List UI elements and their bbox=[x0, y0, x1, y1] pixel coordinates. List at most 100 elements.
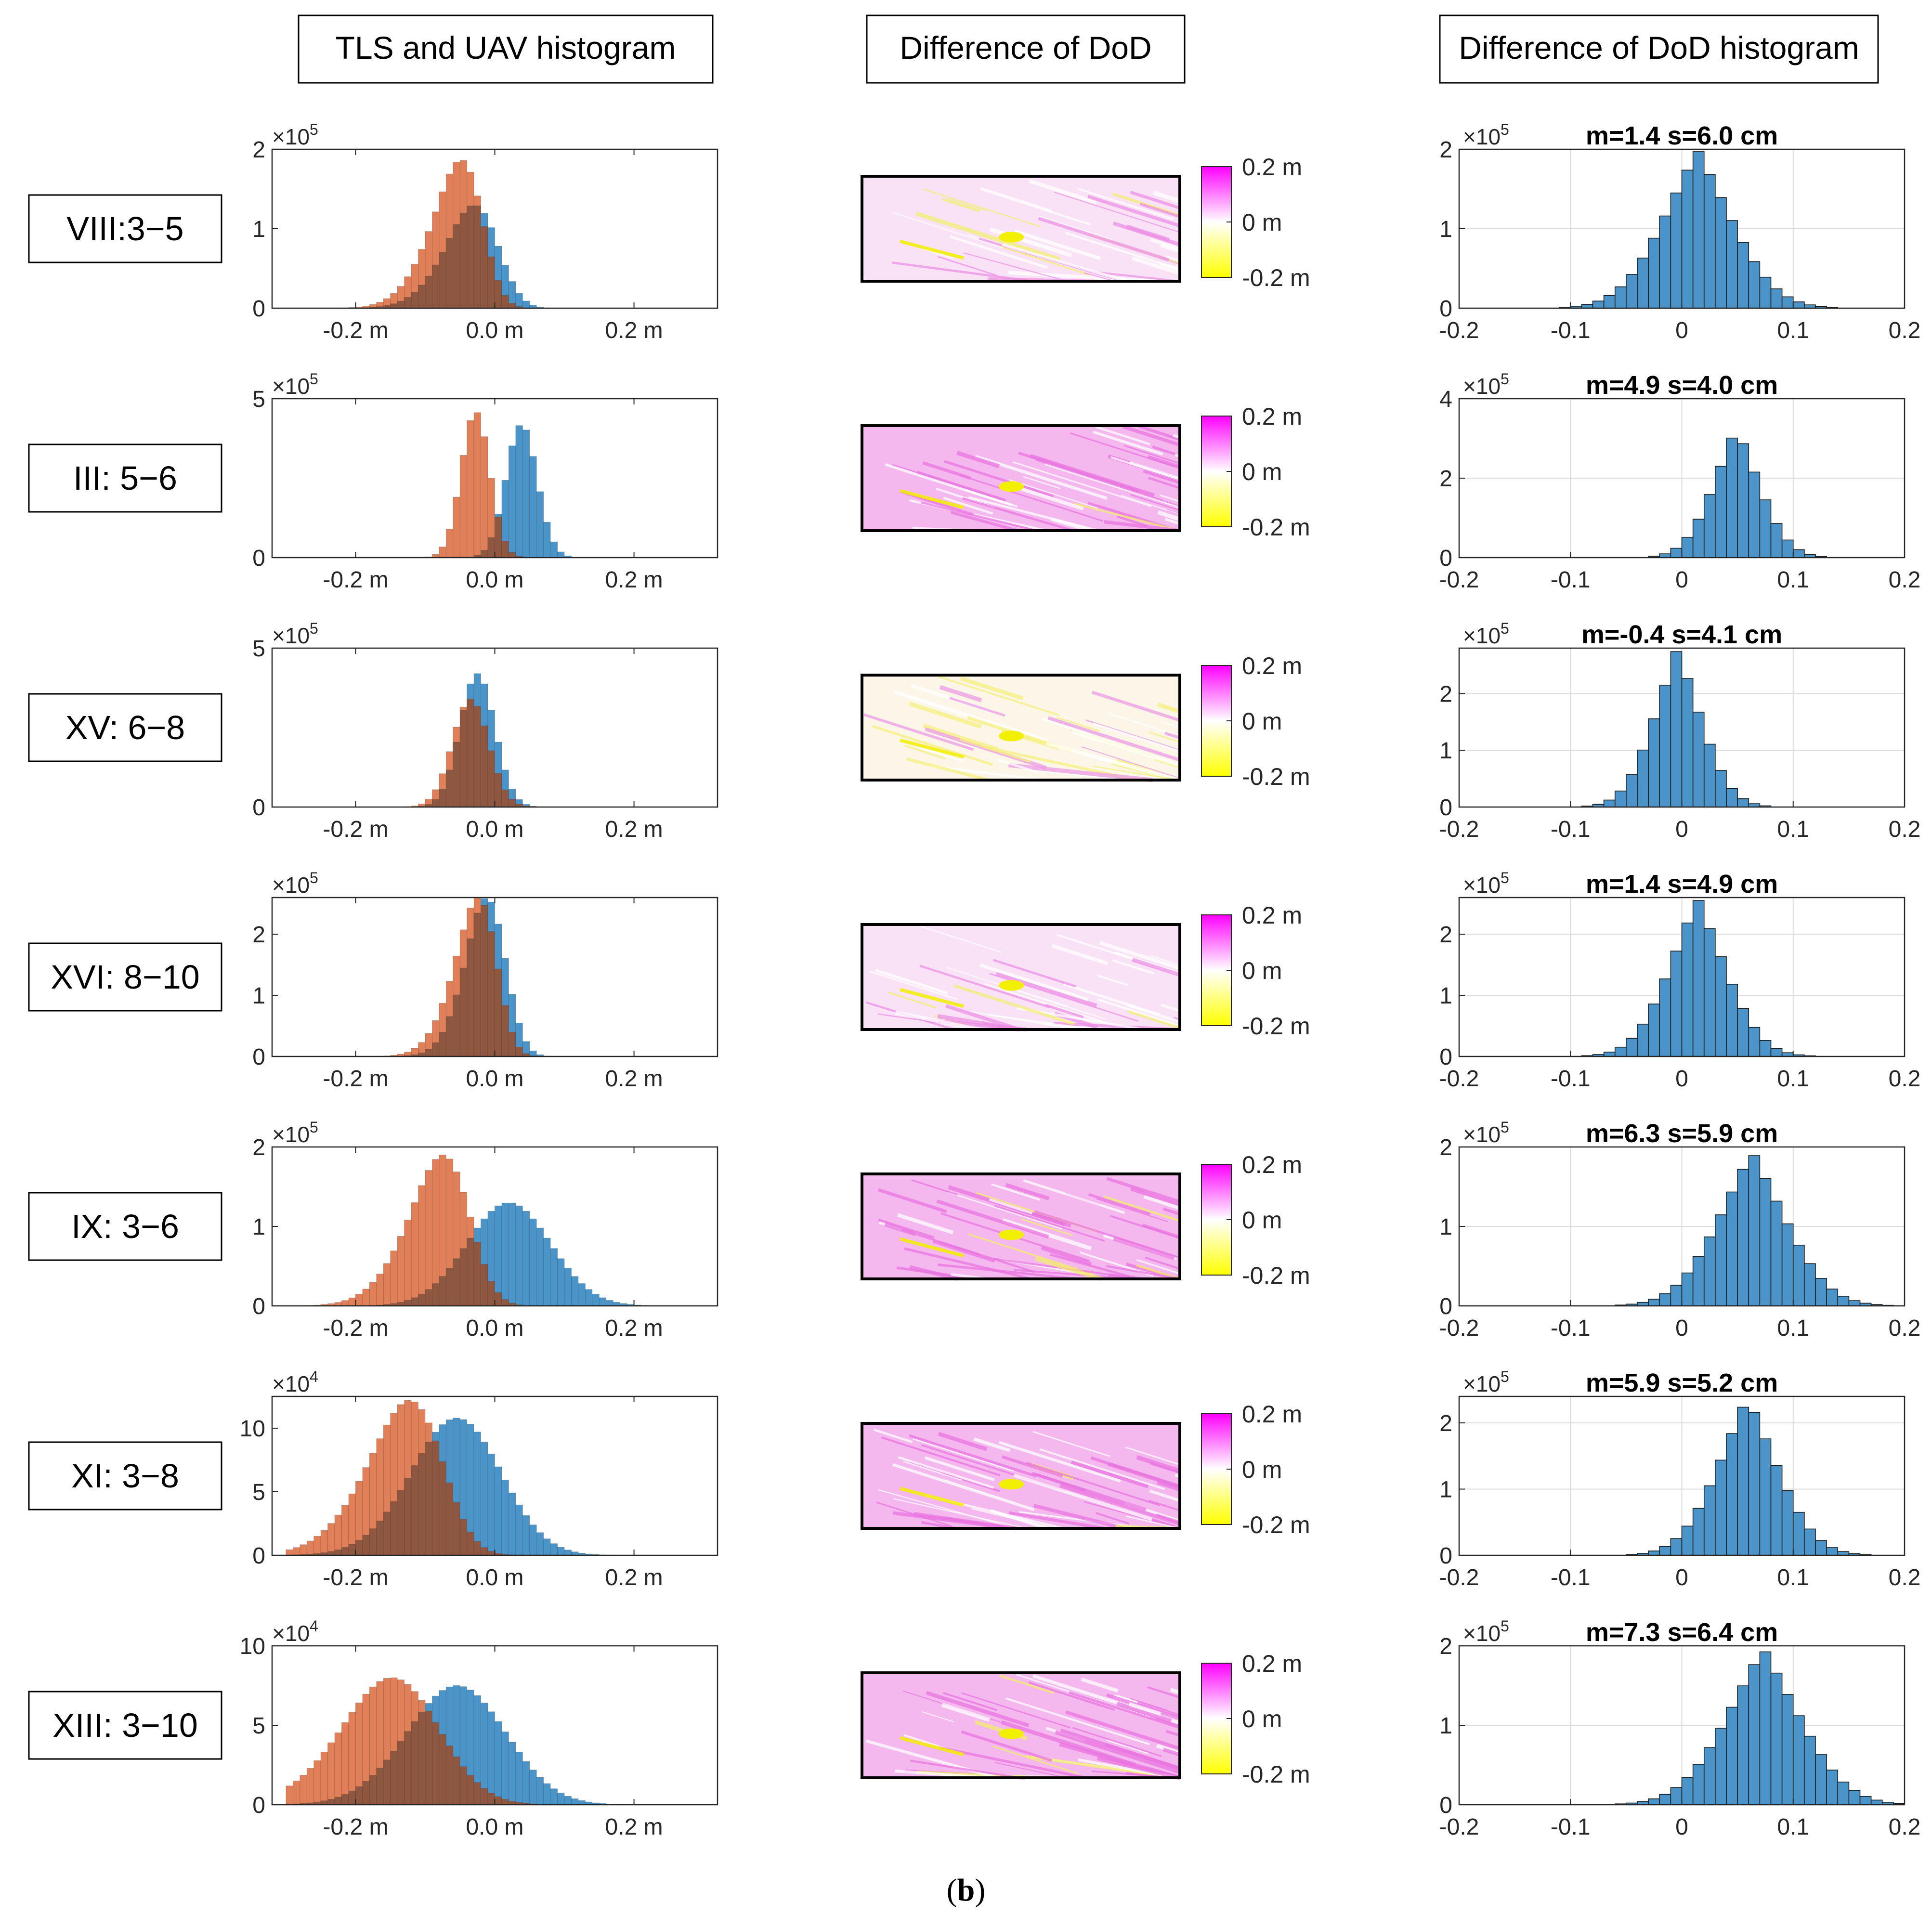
dod-streak bbox=[1072, 1727, 1162, 1757]
histogram-bar bbox=[543, 1238, 551, 1306]
dod-histogram-bar bbox=[1726, 1707, 1738, 1805]
dod-streak bbox=[1060, 1728, 1181, 1770]
dod-histogram-bar bbox=[1637, 258, 1649, 309]
dod-streak bbox=[1038, 217, 1170, 262]
caption-letter: b bbox=[957, 1873, 975, 1908]
row-label: XVI: 8−10 bbox=[28, 942, 222, 1012]
histogram-overlap-bar bbox=[459, 1519, 468, 1556]
y-tick-label: 2 bbox=[252, 922, 265, 948]
histogram-overlap-bar bbox=[453, 224, 460, 309]
row-label-text: VIII:3−5 bbox=[66, 210, 183, 248]
colorbar-label: 0 m bbox=[1242, 957, 1282, 984]
dod-streak bbox=[892, 212, 1004, 248]
dod-streak bbox=[920, 501, 1037, 532]
x-tick-label: 0.1 bbox=[1777, 567, 1809, 593]
dod-streak bbox=[953, 984, 1075, 1026]
row-label: IX: 3−6 bbox=[28, 1192, 222, 1261]
row-1: III: 5−6 -0.2 m 0.0 m 0.2 m 0 5 ×105 0.2 m 0 m -0… bbox=[28, 370, 1921, 593]
dod-streak bbox=[941, 1703, 990, 1722]
histogram-overlap-bar bbox=[445, 1016, 454, 1057]
dod-streak bbox=[1165, 1730, 1180, 1737]
dod-streak bbox=[991, 1183, 1040, 1201]
dod-streak bbox=[942, 197, 980, 212]
dod-histogram-bar bbox=[1804, 1528, 1816, 1556]
dod-streak bbox=[1160, 262, 1180, 272]
x-tick-label: 0.2 m bbox=[605, 1066, 663, 1092]
x-tick-label: -0.1 bbox=[1551, 567, 1591, 593]
dod-streak bbox=[919, 964, 1050, 1008]
dod-streak bbox=[989, 1198, 1033, 1214]
dod-streak bbox=[999, 1674, 1055, 1694]
histogram-bar bbox=[578, 1283, 586, 1306]
dod-streak bbox=[1097, 998, 1180, 1027]
histogram-bar bbox=[536, 1777, 544, 1805]
y-multiplier: ×105 bbox=[272, 620, 318, 648]
dod-streak bbox=[1106, 712, 1180, 737]
histogram-bar bbox=[509, 1492, 516, 1556]
dod-streak bbox=[1074, 502, 1180, 532]
histogram-overlap-bar bbox=[487, 750, 495, 808]
histogram-bar bbox=[550, 1788, 558, 1805]
tls-uav-histogram: -0.2 m 0.0 m 0.2 m 0 5 ×105 bbox=[252, 620, 718, 842]
dod-histogram-bar bbox=[1626, 1038, 1638, 1057]
colorbar: 0.2 m 0 m -0.2 m bbox=[1201, 1650, 1310, 1788]
dod-histogram-bar bbox=[1670, 547, 1683, 558]
row-label-text: XV: 6−8 bbox=[65, 709, 185, 746]
dod-streak bbox=[937, 675, 1060, 716]
dod-streak bbox=[1041, 1246, 1092, 1266]
dod-histogram-bar bbox=[1737, 443, 1749, 558]
dod-histogram-bar bbox=[1726, 788, 1738, 808]
histogram-bar bbox=[522, 300, 530, 309]
histogram-overlap-bar bbox=[404, 1300, 412, 1306]
row-label-text: III: 5−6 bbox=[73, 459, 177, 497]
header-histogram-text: TLS and UAV histogram bbox=[336, 30, 676, 65]
dod-streak bbox=[924, 1456, 995, 1482]
histogram-bar bbox=[362, 1289, 370, 1306]
histogram-overlap-bar bbox=[432, 264, 440, 309]
x-tick-label: -0.1 bbox=[1551, 318, 1591, 343]
tls-uav-histogram: -0.2 m 0.0 m 0.2 m 0 5 10 ×104 bbox=[240, 1617, 718, 1840]
dod-streak bbox=[878, 1218, 935, 1239]
histogram-bar bbox=[522, 1211, 530, 1306]
dod-streak bbox=[1104, 1195, 1180, 1222]
dod-streak bbox=[1136, 1455, 1181, 1473]
dod-streak bbox=[1071, 732, 1103, 743]
histogram-bar bbox=[341, 1300, 349, 1306]
histogram-overlap-bar bbox=[467, 699, 474, 808]
histogram-overlap-bar bbox=[467, 1775, 474, 1805]
dod-histogram-bar bbox=[1737, 798, 1749, 808]
dod-streak bbox=[938, 256, 997, 276]
dod-streak bbox=[998, 758, 1040, 774]
histogram-bar bbox=[501, 1480, 509, 1556]
dod-streak bbox=[892, 1463, 1035, 1511]
dod-histogram-bar bbox=[1837, 1781, 1850, 1805]
dod-streak bbox=[888, 991, 937, 1009]
histogram-bar bbox=[376, 1274, 384, 1306]
histogram-bar bbox=[300, 1775, 307, 1805]
histogram-bar bbox=[425, 1170, 432, 1306]
histogram-overlap-bar bbox=[487, 1281, 495, 1306]
histogram-bar bbox=[383, 1263, 391, 1306]
dod-streak bbox=[1157, 1480, 1181, 1492]
dod-histogram-bar bbox=[1759, 276, 1772, 309]
dod-streak bbox=[1162, 1747, 1181, 1757]
y-tick-label: 0 bbox=[252, 795, 265, 821]
y-tick-label: 5 bbox=[252, 1713, 265, 1739]
y-tick-label: 2 bbox=[1439, 1411, 1452, 1436]
y-tick-label: 2 bbox=[1439, 466, 1452, 492]
dod-histogram-bar bbox=[1726, 984, 1738, 1057]
dod-histogram-bar bbox=[1770, 1200, 1783, 1306]
x-tick-label: 0 bbox=[1675, 817, 1688, 842]
dod-streak bbox=[1152, 445, 1180, 457]
dod-streak bbox=[1033, 1504, 1125, 1530]
dod-histogram: -0.2 -0.1 0 0.1 0.2 0 1 2 ×105 m=5.9 s=5.2 cm bbox=[1439, 1368, 1921, 1590]
histogram-overlap-bar bbox=[481, 1547, 488, 1556]
x-tick-label: -0.2 bbox=[1439, 1565, 1479, 1590]
dod-histogram-bar bbox=[1659, 685, 1671, 808]
dod-streak bbox=[893, 1498, 1027, 1529]
dod-histogram: -0.2 -0.1 0 0.1 0.2 0 2 4 ×105 m=4.9 s=4.0 cm bbox=[1439, 370, 1921, 593]
histogram-bar bbox=[550, 1543, 558, 1556]
histogram-bar bbox=[369, 1282, 377, 1306]
dod-histogram-bar bbox=[1703, 174, 1716, 309]
dod-streak bbox=[946, 1191, 1062, 1230]
